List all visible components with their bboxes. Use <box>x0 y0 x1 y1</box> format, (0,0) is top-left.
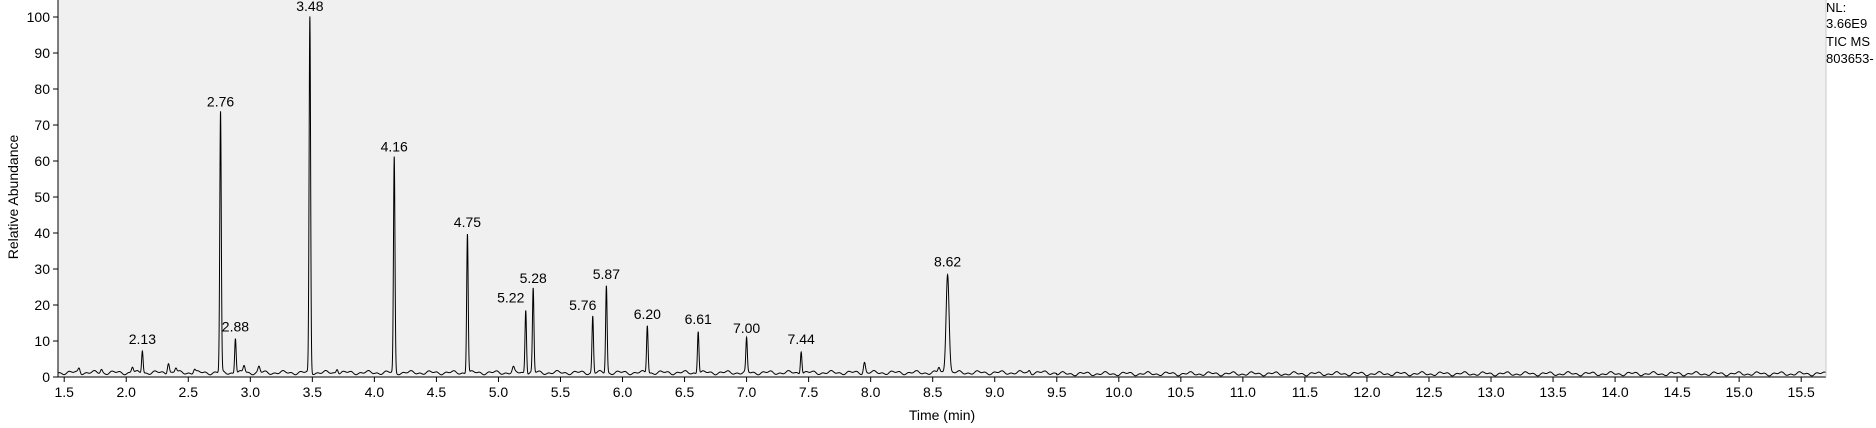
chromatogram-trace-group <box>57 16 1827 377</box>
y-tick-label: 50 <box>34 189 50 205</box>
y-tick-label: 100 <box>27 9 51 25</box>
y-tick-label: 20 <box>34 297 50 313</box>
x-tick-label: 14.5 <box>1663 384 1690 400</box>
x-tick-label: 6.0 <box>613 384 633 400</box>
x-tick-label: 9.5 <box>1047 384 1067 400</box>
peak-label: 5.28 <box>520 270 547 286</box>
x-tick-label: 12.0 <box>1353 384 1380 400</box>
y-tick-label: 30 <box>34 261 50 277</box>
scan-type-label: TIC MS <box>1826 34 1871 49</box>
x-tick-label: 5.5 <box>551 384 571 400</box>
x-tick-label: 1.5 <box>54 384 74 400</box>
x-tick-label: 11.5 <box>1292 384 1318 400</box>
x-tick-label: 10.0 <box>1105 384 1132 400</box>
x-tick-label: 5.0 <box>489 384 509 400</box>
peak-label: 8.62 <box>934 254 961 270</box>
x-tick-label: 3.0 <box>241 384 261 400</box>
y-axis-label: Relative Abundance <box>5 135 21 260</box>
x-tick-label: 10.5 <box>1167 384 1194 400</box>
x-tick-label: 2.5 <box>179 384 199 400</box>
x-tick-label: 4.5 <box>427 384 447 400</box>
x-tick-label: 7.0 <box>737 384 757 400</box>
peak-label: 7.00 <box>733 320 760 336</box>
x-tick-label: 3.5 <box>303 384 323 400</box>
peak-label: 6.20 <box>634 306 661 322</box>
x-tick-label: 15.5 <box>1788 384 1815 400</box>
peak-label: 7.44 <box>788 331 815 347</box>
chromatogram-trace <box>57 16 1827 377</box>
peak-label: 5.22 <box>497 290 524 306</box>
sample-id-label: 803653- <box>1826 51 1874 66</box>
peak-label: 5.87 <box>593 266 620 282</box>
y-tick-label: 80 <box>34 81 50 97</box>
normalization-level-value: 3.66E9 <box>1826 16 1868 31</box>
peak-label: 4.75 <box>454 214 481 230</box>
x-tick-label: 13.5 <box>1539 384 1566 400</box>
x-tick-label: 15.0 <box>1726 384 1753 400</box>
peak-label: 3.48 <box>296 0 323 14</box>
x-tick-label: 6.5 <box>675 384 695 400</box>
peak-label: 6.61 <box>685 311 712 327</box>
y-tick-label: 10 <box>34 333 50 349</box>
peak-label-group: 2.13 2.76 2.88 3.48 4.16 4.75 5.22 5.28 5.76 5.87… <box>129 0 962 347</box>
x-tick-label: 8.0 <box>861 384 881 400</box>
peak-label: 5.76 <box>569 297 596 313</box>
x-tick-label: 4.0 <box>365 384 385 400</box>
x-tick-label: 13.0 <box>1477 384 1504 400</box>
y-tick-label: 60 <box>34 153 50 169</box>
normalization-level-label: NL: <box>1826 0 1847 15</box>
y-tick-label: 40 <box>34 225 50 241</box>
peak-label: 4.16 <box>381 138 408 154</box>
peak-label: 2.76 <box>207 93 234 109</box>
x-tick-label: 9.0 <box>985 384 1005 400</box>
x-axis-label: Time (min) <box>909 407 975 423</box>
x-tick-label: 14.0 <box>1601 384 1628 400</box>
y-tick-label: 0 <box>42 369 50 385</box>
plot-area <box>58 0 1826 377</box>
y-tick-label: 90 <box>34 45 50 61</box>
axes-group: 0 10 20 30 40 50 60 70 80 90 100 1.5 2.0 2.5 3.0 3.5 4.0… <box>27 0 1827 400</box>
x-tick-label: 2.0 <box>117 384 137 400</box>
y-tick-label: 70 <box>34 117 50 133</box>
peak-label: 2.13 <box>129 331 156 347</box>
x-tick-label: 7.5 <box>799 384 819 400</box>
peak-label: 2.88 <box>222 318 249 334</box>
x-tick-label: 11.0 <box>1230 384 1256 400</box>
x-tick-label: 8.5 <box>923 384 943 400</box>
x-tick-label: 12.5 <box>1415 384 1442 400</box>
